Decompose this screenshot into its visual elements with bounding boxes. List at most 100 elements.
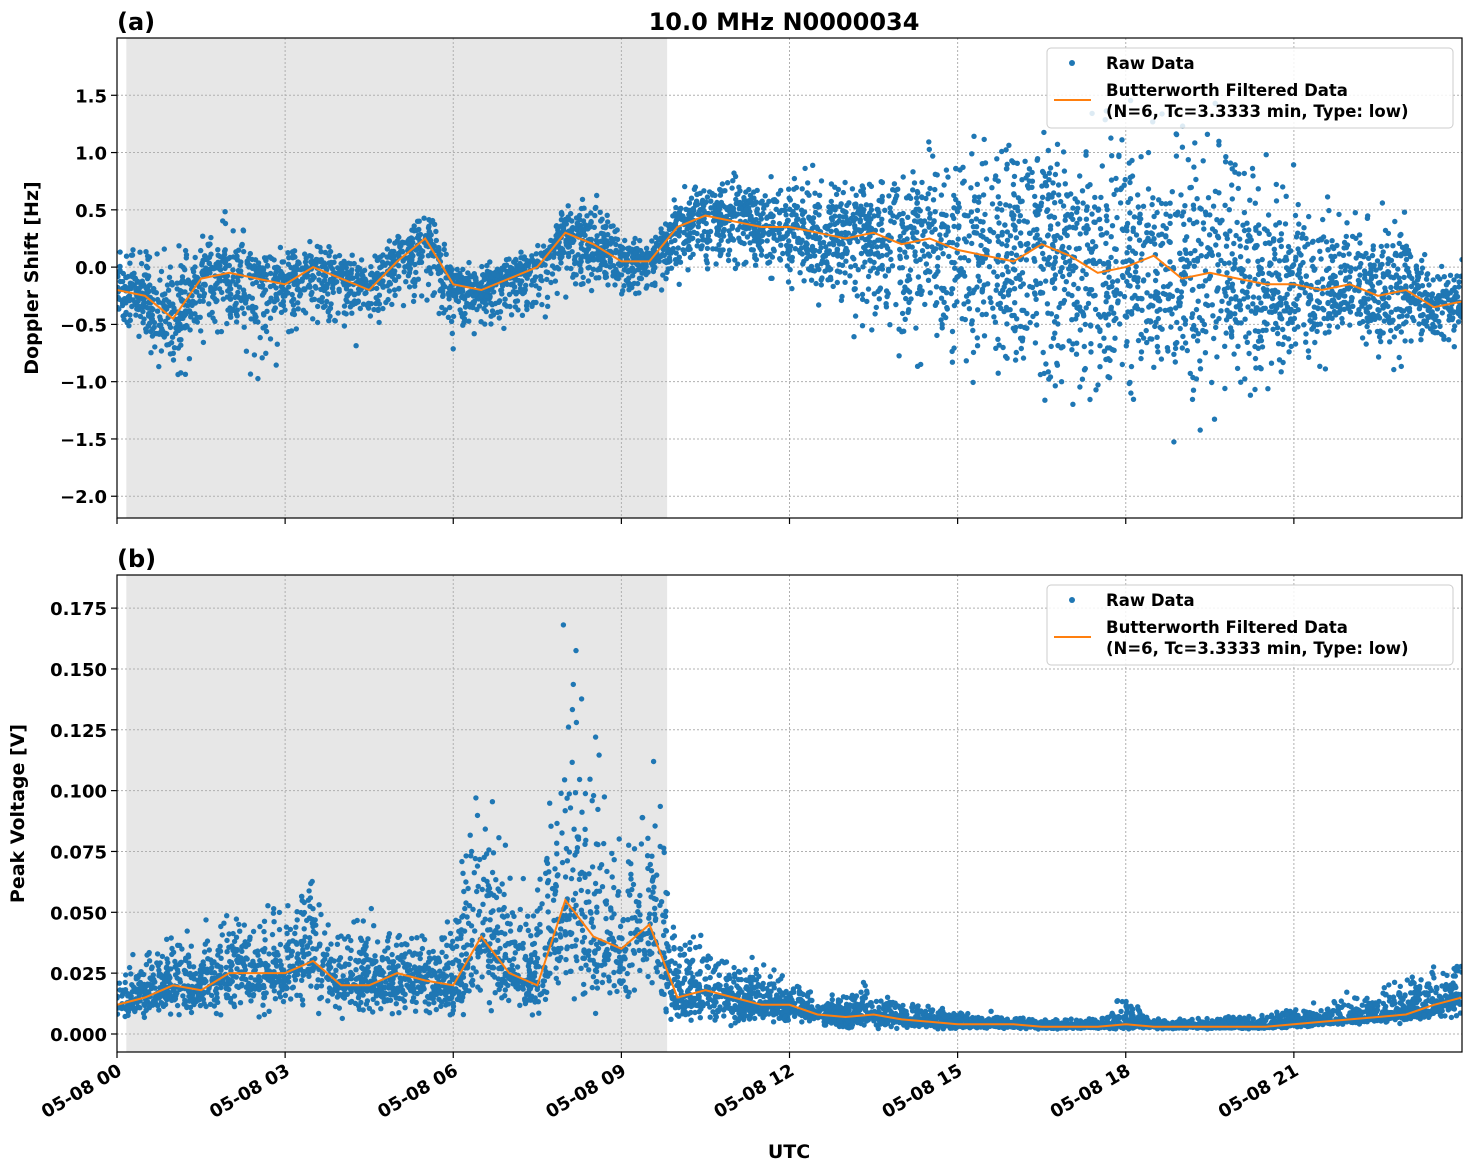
raw-data-point: [1119, 361, 1126, 368]
raw-data-point: [170, 357, 177, 363]
raw-data-point: [1227, 160, 1234, 166]
raw-data-point: [743, 206, 749, 213]
raw-data-point: [1266, 231, 1272, 237]
raw-data-point: [758, 247, 765, 254]
raw-data-point: [602, 225, 609, 231]
raw-data-point: [853, 215, 859, 222]
raw-data-point: [852, 262, 858, 269]
raw-data-point: [1341, 245, 1347, 251]
raw-data-point: [1276, 272, 1282, 278]
raw-data-point: [1233, 232, 1239, 239]
raw-data-point: [423, 268, 430, 274]
raw-data-point: [1437, 323, 1443, 330]
raw-data-point: [1278, 369, 1284, 375]
raw-data-point: [1271, 236, 1277, 242]
raw-data-point: [1185, 157, 1192, 163]
raw-data-point: [1004, 264, 1010, 270]
raw-data-point: [536, 285, 542, 292]
raw-data-point: [336, 286, 342, 292]
raw-data-point: [314, 319, 321, 326]
raw-data-point: [296, 279, 302, 285]
raw-data-point: [1179, 144, 1186, 150]
raw-data-point: [578, 266, 584, 273]
raw-data-point: [1364, 215, 1371, 221]
raw-data-point: [673, 204, 679, 211]
raw-data-point: [808, 277, 815, 283]
raw-data-point: [1258, 300, 1264, 306]
raw-data-point: [293, 326, 299, 332]
raw-data-point: [637, 237, 643, 244]
raw-data-point: [1186, 217, 1193, 223]
raw-data-point: [718, 237, 724, 243]
raw-data-point: [943, 314, 949, 321]
raw-data-point: [1248, 308, 1255, 314]
raw-data-point: [521, 254, 527, 260]
raw-data-point: [1071, 301, 1077, 307]
raw-data-point: [921, 253, 927, 259]
raw-data-point: [289, 291, 295, 298]
raw-data-point: [544, 276, 550, 283]
raw-data-point: [802, 165, 808, 172]
raw-data-point: [919, 194, 925, 201]
raw-data-point: [542, 314, 548, 320]
raw-data-point: [1130, 225, 1137, 231]
raw-data-point: [219, 258, 226, 264]
raw-data-point: [1216, 190, 1222, 196]
raw-data-point: [1117, 291, 1123, 297]
raw-data-point: [1103, 240, 1109, 247]
raw-data-point: [1451, 277, 1457, 283]
raw-data-point: [1095, 324, 1101, 330]
raw-data-point: [842, 270, 848, 276]
raw-data-point: [230, 267, 236, 273]
raw-data-series: [117, 97, 1462, 445]
raw-data-point: [735, 261, 741, 267]
raw-data-point: [762, 193, 768, 199]
raw-data-point: [1380, 302, 1386, 309]
raw-data-point: [459, 286, 465, 293]
raw-data-point: [879, 198, 885, 204]
raw-data-point: [1245, 258, 1251, 264]
raw-data-point: [1325, 299, 1331, 306]
raw-data-point: [1004, 161, 1010, 167]
raw-data-point: [1419, 328, 1426, 334]
raw-data-point: [322, 303, 328, 309]
raw-data-point: [1144, 238, 1150, 244]
raw-data-point: [325, 291, 331, 297]
raw-data-point: [1054, 362, 1061, 368]
raw-data-point: [1446, 297, 1452, 303]
raw-data-point: [1346, 251, 1352, 257]
raw-data-point: [1174, 319, 1180, 326]
raw-data-point: [1139, 307, 1145, 313]
raw-data-point: [515, 307, 521, 313]
raw-data-point: [834, 279, 840, 286]
raw-data-point: [164, 331, 170, 337]
raw-data-point: [328, 259, 334, 266]
raw-data-point: [747, 192, 754, 198]
raw-data-point: [1097, 343, 1103, 349]
raw-data-point: [816, 302, 822, 308]
raw-data-point: [1011, 191, 1017, 197]
raw-data-point: [902, 284, 908, 290]
raw-data-point: [712, 206, 719, 212]
raw-data-point: [615, 261, 622, 267]
raw-data-point: [1301, 225, 1307, 231]
raw-data-point: [533, 299, 539, 306]
raw-data-point: [1312, 315, 1318, 321]
raw-data-point: [1302, 290, 1308, 296]
raw-data-point: [351, 291, 358, 297]
raw-data-point: [1061, 286, 1068, 293]
raw-data-point: [133, 312, 139, 318]
raw-data-point: [1005, 292, 1012, 298]
raw-data-point: [1311, 304, 1318, 310]
raw-data-point: [1451, 344, 1458, 350]
raw-data-point: [743, 259, 749, 265]
raw-data-point: [156, 363, 162, 370]
raw-data-point: [1167, 292, 1173, 298]
raw-data-point: [1365, 296, 1372, 302]
y-tick-label: 1.0: [75, 144, 107, 165]
raw-data-point: [1167, 306, 1174, 312]
raw-data-point: [1195, 298, 1201, 304]
raw-data-point: [1108, 304, 1115, 310]
raw-data-point: [1246, 330, 1252, 336]
raw-data-point: [1060, 243, 1066, 250]
